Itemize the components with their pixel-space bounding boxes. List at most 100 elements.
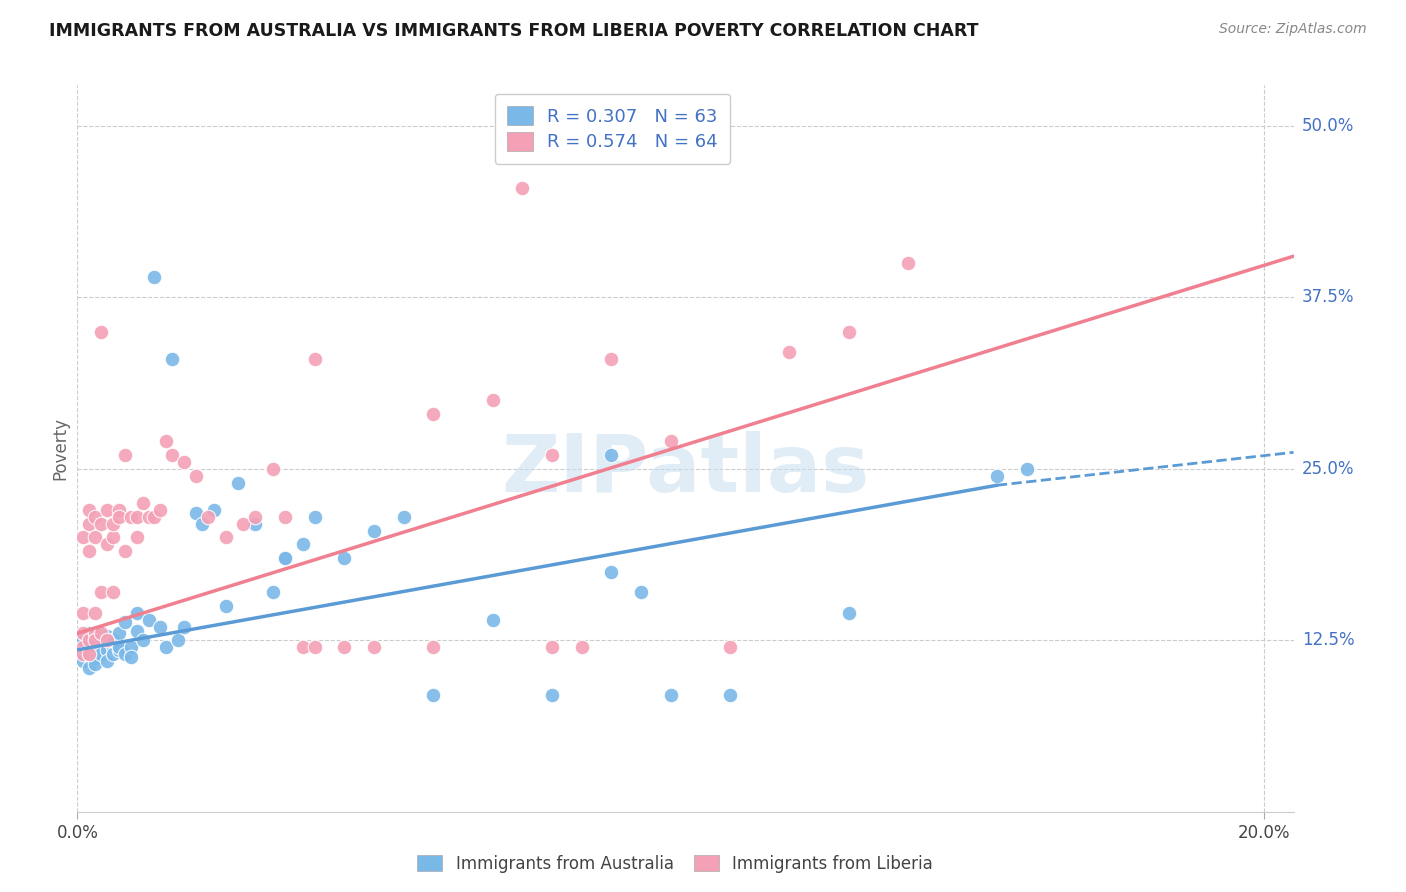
Point [72,606,94,620]
Point [72,633,94,648]
Point [108,626,131,640]
Point [600,352,623,367]
Text: 12.5%: 12.5% [1302,632,1354,649]
Point [72,647,94,661]
Point [77,640,100,654]
Point [214,530,236,544]
Point [125,606,148,620]
Point [541,688,564,702]
Point [84,626,107,640]
Point [114,615,136,630]
Point [481,393,503,408]
Point [101,633,124,648]
Point [101,585,124,599]
Point [184,468,207,483]
Point [162,352,184,367]
Point [304,352,326,367]
Point [422,640,444,654]
Point [291,537,314,551]
Text: 37.5%: 37.5% [1302,288,1354,306]
Point [84,606,107,620]
Point [72,654,94,668]
Point [108,509,131,524]
Point [84,643,107,657]
Point [897,256,920,270]
Point [114,448,136,462]
Point [77,516,100,531]
Point [108,643,131,657]
Point [96,629,118,643]
Point [90,647,112,661]
Point [101,640,124,654]
Point [90,626,112,640]
Point [291,640,314,654]
Point [84,509,107,524]
Point [120,640,142,654]
Point [84,530,107,544]
Point [125,509,148,524]
Point [90,585,112,599]
Point [72,640,94,654]
Point [77,626,100,640]
Point [226,475,249,490]
Point [84,633,107,648]
Point [718,688,741,702]
Point [422,407,444,421]
Point [96,654,118,668]
Point [1015,462,1038,476]
Point [778,345,800,359]
Point [363,640,385,654]
Point [214,599,236,613]
Point [304,509,326,524]
Point [600,565,623,579]
Point [304,640,326,654]
Point [245,509,267,524]
Point [72,647,94,661]
Legend: R = 0.307   N = 63, R = 0.574   N = 64: R = 0.307 N = 63, R = 0.574 N = 64 [495,94,730,164]
Point [101,530,124,544]
Point [262,585,284,599]
Point [77,647,100,661]
Point [184,506,207,520]
Point [96,633,118,648]
Point [77,544,100,558]
Point [167,633,190,648]
Y-axis label: Poverty: Poverty [51,417,69,480]
Point [72,626,94,640]
Point [138,509,160,524]
Point [120,649,142,664]
Point [77,647,100,661]
Point [84,657,107,671]
Point [149,619,172,633]
Point [96,643,118,657]
Point [274,551,297,566]
Point [191,516,214,531]
Point [84,651,107,665]
Point [510,180,533,194]
Point [101,516,124,531]
Point [120,509,142,524]
Point [96,503,118,517]
Text: 25.0%: 25.0% [1302,459,1354,478]
Point [149,503,172,517]
Point [481,613,503,627]
Point [143,509,166,524]
Point [125,530,148,544]
Point [155,640,177,654]
Text: 50.0%: 50.0% [1302,117,1354,135]
Point [90,633,112,648]
Point [114,647,136,661]
Point [77,661,100,675]
Point [541,640,564,654]
Point [659,688,682,702]
Point [659,434,682,449]
Point [138,613,160,627]
Point [131,633,153,648]
Point [718,640,741,654]
Point [125,624,148,638]
Text: ZIPatlas: ZIPatlas [502,431,869,509]
Point [333,640,356,654]
Point [838,606,860,620]
Point [84,633,107,648]
Point [143,269,166,284]
